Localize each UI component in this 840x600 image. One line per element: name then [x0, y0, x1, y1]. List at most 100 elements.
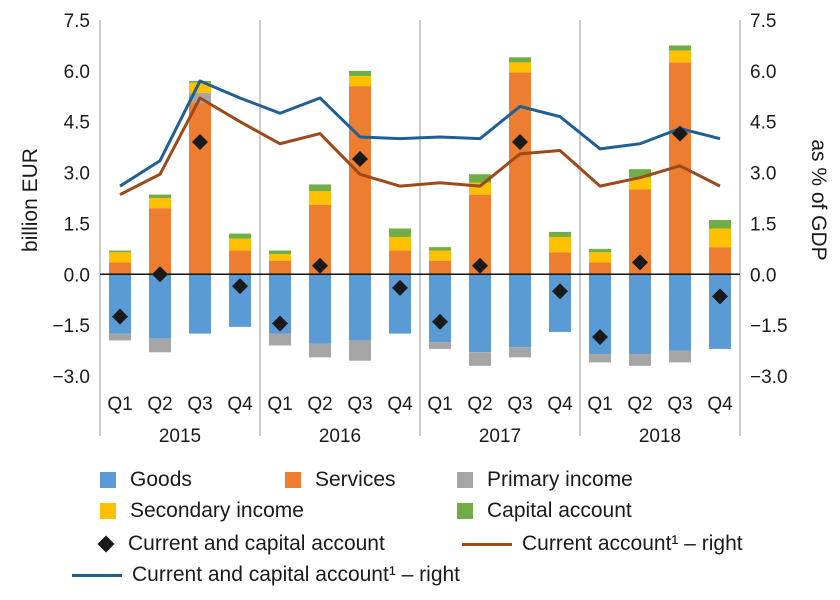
bar-segment — [309, 184, 331, 192]
bar-segment — [549, 236, 571, 253]
bar-segment — [589, 262, 611, 275]
diamond-icon — [97, 535, 115, 553]
bar-segment — [549, 274, 571, 332]
data-marker — [232, 278, 248, 295]
legend-secondary-label: Secondary income — [130, 499, 304, 522]
bar-segment — [469, 194, 491, 275]
bar-segment — [469, 182, 491, 195]
bar-segment — [109, 274, 131, 334]
left-tick-label: −3.0 — [52, 367, 90, 388]
data-marker — [672, 125, 688, 142]
year-label: 2018 — [639, 426, 681, 447]
x-axis-labels: Q1 Q2 Q3 Q4 Q1 Q2 Q3 Q4 Q1 Q2 Q3 Q4 Q1 Q2 Q3 Q4 2015 2016… — [107, 394, 733, 447]
marker-series — [112, 125, 728, 346]
bar-segment — [589, 252, 611, 263]
bar-segment — [189, 274, 211, 334]
data-marker — [552, 283, 568, 300]
bar-segment — [309, 191, 331, 205]
data-marker — [312, 257, 328, 274]
bar-segment — [669, 274, 691, 351]
bar-segment — [189, 103, 211, 275]
quarter-label: Q1 — [267, 394, 292, 415]
bar-segment — [429, 247, 451, 251]
legend-ca-line-key — [462, 542, 512, 546]
bar-segment — [309, 204, 331, 275]
bar-segment — [669, 350, 691, 363]
quarter-label: Q3 — [667, 394, 692, 415]
quarter-label: Q4 — [227, 394, 253, 415]
year-label: 2015 — [159, 426, 201, 447]
quarter-label: Q3 — [507, 394, 532, 415]
data-marker — [192, 134, 208, 151]
right-tick-label: 6.0 — [750, 62, 776, 83]
bar-segment — [629, 189, 651, 275]
bar-segment — [269, 250, 291, 254]
bar-segment — [189, 82, 211, 93]
data-marker — [632, 254, 648, 271]
bar-segment — [669, 62, 691, 275]
bar-segment — [469, 274, 491, 353]
bar-segment — [149, 208, 171, 275]
bar-segment — [109, 250, 131, 253]
right-tick-label: −1.5 — [750, 316, 788, 337]
bar-segment — [709, 247, 731, 275]
bar-segment — [469, 352, 491, 366]
data-marker — [712, 288, 728, 305]
stacked-bars — [109, 45, 731, 366]
legend-capital-label: Capital account — [487, 499, 632, 522]
legend-primary: Primary income — [457, 468, 633, 492]
legend-cca-line-key — [72, 573, 122, 577]
legend: Goods Services Primary income Secondary … — [0, 460, 840, 600]
bar-segment — [469, 174, 491, 183]
bar-segment — [429, 260, 451, 275]
quarter-label: Q1 — [587, 394, 612, 415]
bar-segment — [429, 274, 451, 343]
bar-segment — [109, 262, 131, 275]
quarter-label: Q2 — [307, 394, 332, 415]
series-line — [119, 79, 721, 188]
bar-segment — [349, 340, 371, 361]
bar-segment — [149, 198, 171, 209]
bar-segment — [349, 70, 371, 76]
bar-segment — [589, 353, 611, 363]
legend-capital: Capital account — [457, 499, 632, 523]
bar-segment — [509, 72, 531, 275]
data-marker — [112, 308, 128, 325]
series-line — [119, 96, 721, 196]
legend-goods-label: Goods — [130, 468, 192, 491]
data-marker — [592, 329, 608, 346]
left-axis-title: billion EUR — [19, 148, 42, 252]
bar-segment — [509, 57, 531, 63]
legend-cca-line-label: Current and capital account¹ – right — [132, 563, 461, 586]
legend-secondary-swatch — [100, 503, 116, 519]
legend-goods-swatch — [100, 472, 116, 488]
data-marker — [512, 134, 528, 151]
bar-segment — [269, 260, 291, 275]
bar-segment — [149, 274, 171, 339]
data-marker — [432, 313, 448, 330]
quarter-label: Q2 — [467, 394, 492, 415]
bar-segment — [549, 252, 571, 275]
bar-segment — [269, 274, 291, 334]
bar-segment — [109, 333, 131, 341]
legend-cca-marker-label: Current and capital account — [128, 532, 385, 555]
bar-segment — [429, 342, 451, 349]
bar-segment — [109, 252, 131, 263]
left-tick-label: 0.0 — [64, 265, 90, 286]
bar-segment — [349, 274, 371, 341]
bar-segment — [149, 194, 171, 198]
quarter-label: Q4 — [547, 394, 573, 415]
bar-segment — [509, 347, 531, 358]
chart-svg: 7.5 6.0 4.5 3.0 1.5 0.0 −1.5 −3.0 7.5 6.0 4.5 3.0 1… — [19, 11, 830, 447]
bar-segment — [229, 233, 251, 239]
legend-services-swatch — [285, 472, 301, 488]
legend-secondary: Secondary income — [100, 499, 304, 523]
bar-segment — [509, 274, 531, 348]
data-marker — [392, 279, 408, 296]
data-marker — [352, 151, 368, 168]
quarter-label: Q2 — [147, 394, 172, 415]
legend-primary-label: Primary income — [487, 468, 633, 491]
legend-goods: Goods — [100, 468, 192, 492]
bar-segment — [309, 274, 331, 344]
bar-segment — [269, 333, 291, 346]
